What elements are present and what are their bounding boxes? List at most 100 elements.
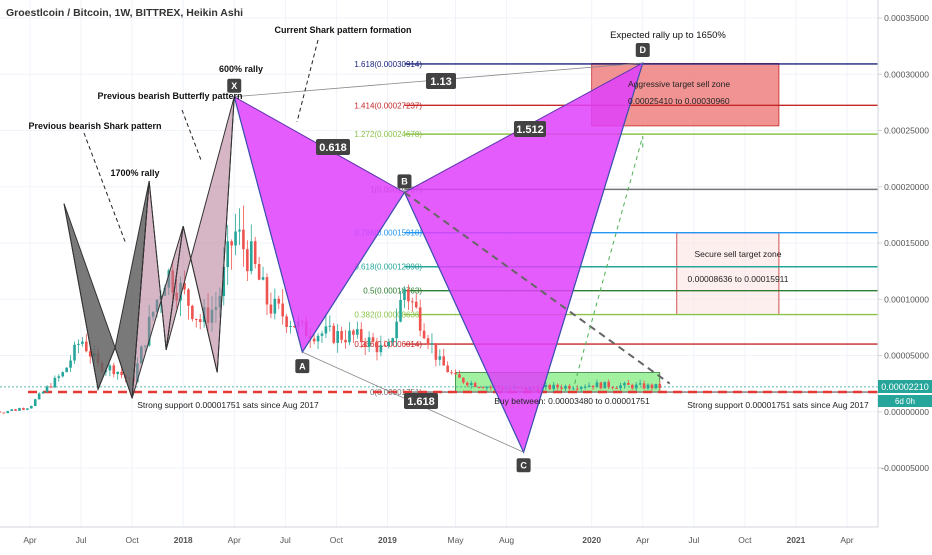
point-d-label-bg xyxy=(635,43,650,57)
symbol-title: Groestlcoin / Bitcoin, 1W, BITTREX, Heik… xyxy=(6,7,243,19)
candle-body xyxy=(489,387,493,389)
time-tick-label: Jul xyxy=(76,535,87,545)
candle-body xyxy=(399,299,402,322)
candle-body xyxy=(611,387,614,389)
buy-zone-note: Buy between: 0.00003480 to 0.00001751 xyxy=(494,396,650,406)
candle-body xyxy=(619,385,622,389)
candle-body xyxy=(33,399,37,406)
time-tick-label: Apr xyxy=(23,535,36,545)
candle-body xyxy=(18,407,21,411)
candle-body xyxy=(591,385,595,388)
candle-body xyxy=(191,305,194,319)
candle-body xyxy=(395,321,398,339)
candle-body xyxy=(222,267,226,297)
candle-body xyxy=(37,393,41,400)
candle-body xyxy=(328,325,332,327)
price-tick-label: 0.00035000 xyxy=(884,13,929,23)
candle-body xyxy=(120,371,123,376)
candle-body xyxy=(6,410,10,414)
candle-body xyxy=(583,386,587,388)
candle-body xyxy=(627,382,630,385)
point-x-label: X xyxy=(231,81,237,91)
ratio-xb-label-bg xyxy=(316,139,350,155)
candle-body xyxy=(446,365,449,373)
ratio-ac-label-bg xyxy=(404,393,438,409)
candle-body xyxy=(407,289,410,302)
candle-body xyxy=(112,365,116,375)
countdown-badge xyxy=(878,395,932,407)
ratio-xd-label: 1.13 xyxy=(430,76,451,88)
candle-body xyxy=(623,382,626,386)
candle-body xyxy=(548,384,552,390)
annotation-arrow xyxy=(296,39,319,123)
ratio-bd-label: 1.512 xyxy=(516,124,544,136)
candle-body xyxy=(646,384,650,389)
candle-body xyxy=(273,298,277,314)
candle-body xyxy=(579,387,583,389)
secure-sell-zone[interactable] xyxy=(676,232,780,315)
candle-body xyxy=(422,330,426,339)
candle-body xyxy=(466,382,469,386)
time-tick-label: 2018 xyxy=(174,535,193,545)
candle-body xyxy=(442,356,446,366)
candle-body xyxy=(430,343,434,345)
time-tick-label: May xyxy=(447,535,464,545)
point-b-label: B xyxy=(401,177,408,187)
price-tick-label: 0.00025000 xyxy=(884,126,929,136)
candle-body xyxy=(234,231,237,246)
candle-body xyxy=(458,374,461,378)
candle-body xyxy=(277,298,281,304)
candle-body xyxy=(654,383,658,389)
candle-body xyxy=(69,360,72,368)
candle-body xyxy=(316,335,320,342)
candle-body xyxy=(473,382,477,387)
candle-body xyxy=(371,337,375,342)
candle-body xyxy=(658,383,662,389)
candle-body xyxy=(22,407,25,410)
candle-body xyxy=(630,384,634,389)
candle-body xyxy=(359,329,363,342)
secure-zone-range: 0.00008636 to 0.00015911 xyxy=(688,274,789,284)
candle-body xyxy=(564,385,567,389)
candle-body xyxy=(84,341,88,352)
price-scale[interactable]: 0.00035000 0.00030000 0.00025000 0.00020000… xyxy=(878,13,929,473)
candle-body xyxy=(481,387,485,389)
candle-body xyxy=(41,391,45,394)
candle-body xyxy=(49,386,53,388)
candle-body xyxy=(434,343,438,360)
fib-level-label: 0.618(0.00012890) xyxy=(354,263,422,272)
candle-body xyxy=(403,289,406,300)
candle-body xyxy=(375,341,379,353)
candle-body xyxy=(568,385,571,389)
candle-body xyxy=(575,388,579,390)
price-tick-label: 0.00015000 xyxy=(884,238,929,248)
ratio-xd-label-bg xyxy=(426,73,456,89)
candle-body xyxy=(603,381,607,389)
secure-zone-title: Secure sell target zone xyxy=(695,249,782,259)
time-tick-label: Oct xyxy=(126,535,140,545)
prev-butterfly-outline xyxy=(131,96,235,399)
fib-level-label: 0.382(0.00008636) xyxy=(354,311,422,320)
time-tick-label: 2019 xyxy=(378,535,397,545)
candle-body xyxy=(450,372,453,374)
time-tick-label: Oct xyxy=(330,535,344,545)
current-shark-note: Current Shark pattern formation xyxy=(274,25,411,35)
candle-body xyxy=(26,408,29,410)
candle-body xyxy=(387,342,391,347)
candle-body xyxy=(363,341,367,347)
fib-level-label: 0.5(0.00010763) xyxy=(363,287,422,296)
candle-body xyxy=(198,319,202,323)
candle-body xyxy=(230,241,233,246)
time-tick-label: Apr xyxy=(840,535,853,545)
time-tick-label: Apr xyxy=(636,535,649,545)
candle-body xyxy=(183,282,186,290)
fib-level-label: 1.414(0.00027237) xyxy=(354,101,422,110)
candle-body xyxy=(242,229,245,250)
candle-body xyxy=(61,372,65,377)
ratio-bd-label-bg xyxy=(514,121,546,137)
candle-body xyxy=(10,409,13,411)
time-axis[interactable]: Apr Jul Oct 2018 Apr Jul Oct 2019 May Aug 2020 Apr J… xyxy=(23,535,853,545)
expected-rally-note: Expected rally up to 1650% xyxy=(610,30,726,41)
